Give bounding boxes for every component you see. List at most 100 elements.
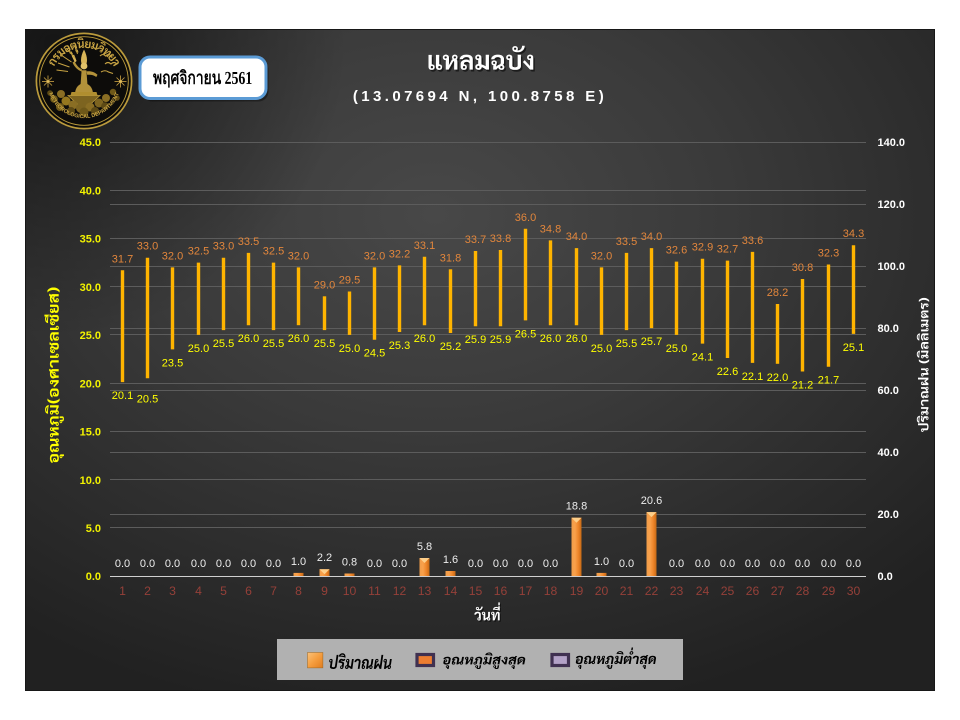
svg-text:21: 21 [620,584,634,598]
svg-text:25.5: 25.5 [213,338,234,350]
svg-text:0.0: 0.0 [669,558,684,570]
svg-text:5.0: 5.0 [86,523,101,535]
svg-text:31.7: 31.7 [112,253,133,265]
svg-text:25.2: 25.2 [440,341,461,353]
svg-text:32.0: 32.0 [288,250,309,262]
svg-text:0.0: 0.0 [493,558,508,570]
svg-text:0.0: 0.0 [191,558,206,570]
svg-text:33.0: 33.0 [213,241,234,253]
svg-text:28: 28 [796,584,810,598]
svg-text:20.1: 20.1 [112,390,133,402]
svg-text:24: 24 [696,584,710,598]
svg-text:32.0: 32.0 [162,250,183,262]
svg-text:32.6: 32.6 [666,245,687,257]
svg-text:0.0: 0.0 [720,558,735,570]
svg-text:25.3: 25.3 [389,340,410,352]
svg-text:15.0: 15.0 [80,427,101,439]
svg-text:3: 3 [169,584,176,598]
svg-text:13: 13 [418,584,432,598]
svg-text:100.0: 100.0 [878,261,906,273]
svg-text:33.5: 33.5 [238,236,259,248]
svg-text:34.0: 34.0 [641,231,662,243]
svg-text:22.1: 22.1 [742,371,763,383]
svg-text:24.1: 24.1 [692,352,713,364]
svg-text:60.0: 60.0 [878,385,899,397]
svg-text:18.8: 18.8 [566,501,587,513]
svg-text:25.0: 25.0 [591,343,612,355]
svg-text:1: 1 [119,584,126,598]
svg-text:25.5: 25.5 [616,338,637,350]
svg-text:34.0: 34.0 [566,231,587,243]
svg-text:0.0: 0.0 [367,558,382,570]
svg-text:21.7: 21.7 [818,375,839,387]
svg-text:34.8: 34.8 [540,223,561,235]
svg-text:20.0: 20.0 [878,509,899,521]
svg-text:32.9: 32.9 [692,242,713,254]
svg-text:0.0: 0.0 [115,558,130,570]
svg-text:0.8: 0.8 [342,557,357,569]
svg-text:22: 22 [645,584,659,598]
svg-text:22.6: 22.6 [717,366,738,378]
svg-text:25.0: 25.0 [188,343,209,355]
svg-text:4: 4 [195,584,202,598]
svg-text:25.1: 25.1 [843,342,864,354]
svg-text:25.0: 25.0 [80,330,101,342]
svg-text:25.0: 25.0 [666,343,687,355]
svg-text:12: 12 [393,584,407,598]
svg-text:26.0: 26.0 [566,333,587,345]
svg-text:14: 14 [444,584,458,598]
svg-text:33.6: 33.6 [742,235,763,247]
svg-text:20.0: 20.0 [80,378,101,390]
svg-text:0.0: 0.0 [165,558,180,570]
svg-text:8: 8 [295,584,302,598]
svg-text:25.5: 25.5 [263,338,284,350]
svg-text:23: 23 [670,584,684,598]
svg-text:20: 20 [595,584,609,598]
svg-text:31.8: 31.8 [440,252,461,264]
svg-text:0.0: 0.0 [140,558,155,570]
svg-text:33.5: 33.5 [616,236,637,248]
svg-text:0.0: 0.0 [266,558,281,570]
svg-text:40.0: 40.0 [878,447,899,459]
svg-text:35.0: 35.0 [80,234,101,246]
svg-text:16: 16 [494,584,508,598]
svg-text:25.5: 25.5 [314,338,335,350]
svg-text:0.0: 0.0 [216,558,231,570]
svg-text:9: 9 [321,584,328,598]
svg-text:34.3: 34.3 [843,228,864,240]
svg-text:32.5: 32.5 [263,246,284,258]
svg-text:32.0: 32.0 [591,250,612,262]
svg-text:32.7: 32.7 [717,244,738,256]
svg-text:20.6: 20.6 [641,495,662,507]
svg-text:0.0: 0.0 [878,571,893,583]
svg-text:33.8: 33.8 [490,233,511,245]
svg-text:0.0: 0.0 [745,558,760,570]
svg-text:30: 30 [847,584,861,598]
svg-text:7: 7 [270,584,277,598]
svg-text:30.0: 30.0 [80,282,101,294]
svg-text:28.2: 28.2 [767,287,788,299]
svg-text:30.8: 30.8 [792,262,813,274]
svg-text:0.0: 0.0 [795,558,810,570]
svg-text:29: 29 [822,584,836,598]
svg-text:32.0: 32.0 [364,250,385,262]
svg-text:1.6: 1.6 [443,554,458,566]
svg-text:26: 26 [746,584,760,598]
svg-text:26.0: 26.0 [540,333,561,345]
svg-text:40.0: 40.0 [80,185,101,197]
svg-text:10: 10 [343,584,357,598]
svg-text:0.0: 0.0 [392,558,407,570]
svg-text:120.0: 120.0 [878,199,906,211]
svg-text:24.5: 24.5 [364,348,385,360]
svg-text:22.0: 22.0 [767,372,788,384]
svg-text:19: 19 [570,584,584,598]
svg-text:10.0: 10.0 [80,475,101,487]
svg-text:0.0: 0.0 [468,558,483,570]
svg-text:25: 25 [721,584,735,598]
svg-text:0.0: 0.0 [86,571,101,583]
svg-text:21.2: 21.2 [792,380,813,392]
svg-text:2.2: 2.2 [317,552,332,564]
svg-text:36.0: 36.0 [515,212,536,224]
svg-text:26.0: 26.0 [288,333,309,345]
svg-text:0.0: 0.0 [770,558,785,570]
